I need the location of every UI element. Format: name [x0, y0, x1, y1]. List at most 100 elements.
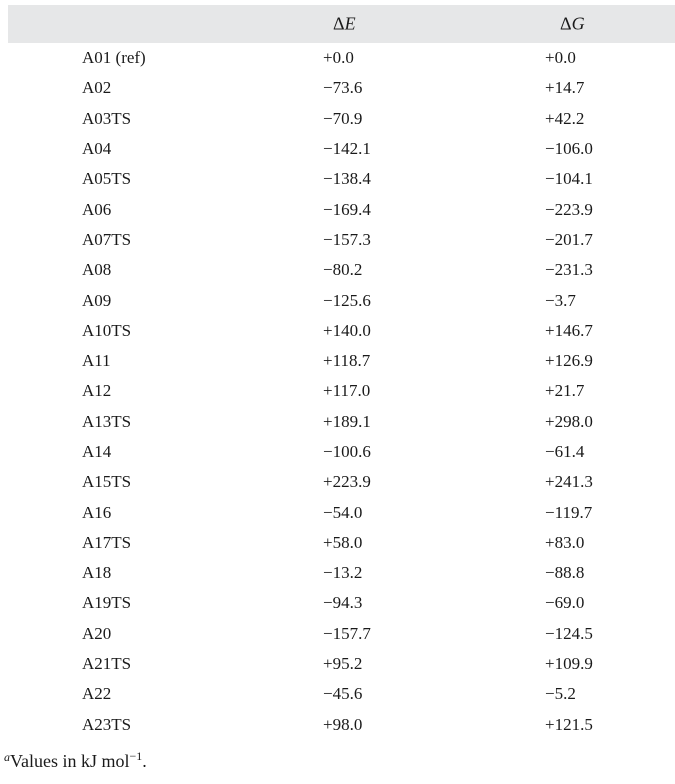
table-row: A01 (ref) +0.0 +0.0: [8, 43, 675, 73]
structure-name-cell: A08: [82, 260, 112, 280]
table-row: A23TS +98.0 +121.5: [8, 710, 675, 740]
table-row: A22 −45.6 −5.2: [8, 679, 675, 709]
delta-g-cell: −104.1: [545, 169, 593, 189]
delta-g-cell: +241.3: [545, 472, 593, 492]
structure-name-cell: A02: [82, 78, 112, 98]
energy-table-container: ΔE ΔG A01 (ref) +0.0 +0.0 A02 −73.6 +14.7 A03TS…: [8, 5, 675, 740]
structure-name-cell: A07TS: [82, 229, 132, 249]
structure-name-cell: A10TS: [82, 320, 132, 340]
delta-g-cell: −106.0: [545, 139, 593, 159]
delta-e-cell: −45.6: [323, 684, 363, 704]
delta-e-cell: +98.0: [323, 714, 363, 734]
delta-e-cell: −157.7: [323, 623, 371, 643]
table-row: A21TS +95.2 +109.9: [8, 649, 675, 679]
structure-name-cell: A01 (ref): [82, 48, 146, 68]
delta-e-cell: −13.2: [323, 563, 363, 583]
structure-name-cell: A04: [82, 139, 112, 159]
structure-name-cell: A11: [82, 351, 111, 371]
table-row-cells: A11 +118.7 +126.9: [8, 346, 675, 376]
table-row-cells: A12 +117.0 +21.7: [8, 376, 675, 406]
delta-g-cell: −5.2: [545, 684, 576, 704]
delta-g-cell: +126.9: [545, 351, 593, 371]
table-row: A18 −13.2 −88.8: [8, 558, 675, 588]
delta-g-cell: −231.3: [545, 260, 593, 280]
table-row: A08 −80.2 −231.3: [8, 255, 675, 285]
structure-name-cell: A06: [82, 199, 112, 219]
structure-name-cell: A22: [82, 684, 112, 704]
delta-g-cell: +109.9: [545, 654, 593, 674]
structure-name-cell: A12: [82, 381, 112, 401]
delta-g-cell: +83.0: [545, 532, 585, 552]
table-row-cells: A05TS −138.4 −104.1: [8, 164, 675, 194]
table-footnote: aValues in kJ mol−1.: [4, 749, 147, 772]
table-row: A04 −142.1 −106.0: [8, 134, 675, 164]
delta-e-cell: −125.6: [323, 290, 371, 310]
table-header: ΔE ΔG: [8, 5, 675, 43]
footnote-marker: a: [4, 750, 10, 764]
header-cells: ΔE ΔG: [8, 5, 675, 43]
table-row: A11 +118.7 +126.9: [8, 346, 675, 376]
delta-g-cell: −201.7: [545, 229, 593, 249]
table-row: A15TS +223.9 +241.3: [8, 467, 675, 497]
delta-g-cell: −223.9: [545, 199, 593, 219]
table-row-cells: A15TS +223.9 +241.3: [8, 467, 675, 497]
delta-e-cell: −94.3: [323, 593, 363, 613]
table-row-cells: A04 −142.1 −106.0: [8, 134, 675, 164]
table-row-cells: A18 −13.2 −88.8: [8, 558, 675, 588]
delta-g-cell: −61.4: [545, 442, 585, 461]
delta-e-cell: +58.0: [323, 532, 363, 552]
table-row-cells: A23TS +98.0 +121.5: [8, 710, 675, 740]
table-row: A20 −157.7 −124.5: [8, 619, 675, 649]
delta-g-cell: +121.5: [545, 714, 593, 734]
table-row: A12 +117.0 +21.7: [8, 376, 675, 406]
table-row: A19TS −94.3 −69.0: [8, 588, 675, 618]
table-row-cells: A19TS −94.3 −69.0: [8, 588, 675, 618]
table-row-cells: A13TS +189.1 +298.0: [8, 407, 675, 437]
delta-e-cell: +0.0: [323, 48, 354, 68]
table-row-cells: A02 −73.6 +14.7: [8, 73, 675, 103]
delta-e-cell: −169.4: [323, 199, 371, 219]
header-delta-e: ΔE: [333, 13, 356, 34]
structure-name-cell: A19TS: [82, 593, 132, 613]
footnote-text: Values in kJ mol: [10, 751, 130, 771]
footnote-exponent: −1: [129, 749, 143, 763]
table-row: A17TS +58.0 +83.0: [8, 528, 675, 558]
table-row: A13TS +189.1 +298.0: [8, 407, 675, 437]
delta-g-cell: +21.7: [545, 381, 585, 401]
table-row-cells: A06 −169.4 −223.9: [8, 194, 675, 224]
delta-e-cell: −54.0: [323, 502, 363, 522]
delta-g-cell: −119.7: [545, 502, 593, 522]
table-row-cells: A07TS −157.3 −201.7: [8, 225, 675, 255]
delta-g-cell: +42.2: [545, 108, 585, 128]
structure-name-cell: A15TS: [82, 472, 132, 492]
table-row: A10TS +140.0 +146.7: [8, 316, 675, 346]
table-row-cells: A14 −100.6 −61.4: [8, 437, 675, 467]
header-row: ΔE ΔG: [8, 5, 675, 43]
structure-name-cell: A09: [82, 290, 112, 310]
table-row: A03TS −70.9 +42.2: [8, 104, 675, 134]
energy-table: ΔE ΔG A01 (ref) +0.0 +0.0 A02 −73.6 +14.7 A03TS…: [8, 5, 675, 740]
table-row: A06 −169.4 −223.9: [8, 194, 675, 224]
table-body: A01 (ref) +0.0 +0.0 A02 −73.6 +14.7 A03TS −70.9…: [8, 43, 675, 740]
delta-e-cell: −142.1: [323, 139, 371, 159]
structure-name-cell: A20: [82, 623, 112, 643]
delta-g-cell: −3.7: [545, 290, 576, 310]
footnote-end: .: [142, 751, 147, 771]
structure-name-cell: A14: [82, 442, 112, 461]
table-row-cells: A20 −157.7 −124.5: [8, 619, 675, 649]
structure-name-cell: A13TS: [82, 411, 132, 431]
table-row-cells: A21TS +95.2 +109.9: [8, 649, 675, 679]
structure-name-cell: A23TS: [82, 714, 132, 734]
table-row: A07TS −157.3 −201.7: [8, 225, 675, 255]
delta-e-cell: +189.1: [323, 411, 371, 431]
delta-e-cell: −80.2: [323, 260, 363, 280]
delta-e-cell: −157.3: [323, 229, 371, 249]
delta-e-cell: −100.6: [323, 442, 371, 461]
table-row-cells: A16 −54.0 −119.7: [8, 497, 675, 527]
delta-e-cell: −138.4: [323, 169, 371, 189]
table-row: A09 −125.6 −3.7: [8, 285, 675, 315]
delta-g-cell: +14.7: [545, 78, 585, 98]
structure-name-cell: A21TS: [82, 654, 132, 674]
delta-g-cell: −124.5: [545, 623, 593, 643]
table-row-cells: A10TS +140.0 +146.7: [8, 316, 675, 346]
